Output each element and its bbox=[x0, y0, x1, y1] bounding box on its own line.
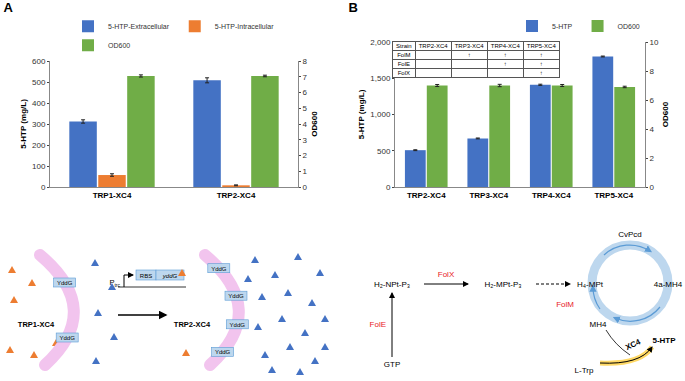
svg-text:YddG: YddG bbox=[211, 266, 227, 272]
svg-text:TRP2-XC4: TRP2-XC4 bbox=[174, 320, 211, 329]
svg-text:TRP1-XC4: TRP1-XC4 bbox=[93, 191, 132, 200]
svg-text:7: 7 bbox=[303, 73, 308, 82]
svg-text:A: A bbox=[3, 0, 13, 15]
svg-text:5: 5 bbox=[303, 104, 308, 113]
svg-text:H₂-MPt-P₃: H₂-MPt-P₃ bbox=[484, 280, 521, 289]
svg-text:H₄-MPt: H₄-MPt bbox=[577, 280, 604, 289]
svg-text:600: 600 bbox=[32, 57, 46, 66]
html-text:Strain: Strain bbox=[396, 43, 412, 49]
svg-text:0: 0 bbox=[386, 183, 391, 192]
svg-text:5-HTP (mg/L): 5-HTP (mg/L) bbox=[19, 99, 28, 149]
svg-text:200: 200 bbox=[32, 141, 46, 150]
svg-text:OD600: OD600 bbox=[108, 42, 130, 49]
svg-text:500: 500 bbox=[377, 147, 391, 156]
svg-text:YddG: YddG bbox=[228, 293, 244, 299]
svg-text:2,000: 2,000 bbox=[370, 38, 391, 47]
svg-text:FolM: FolM bbox=[556, 300, 574, 309]
svg-text:0: 0 bbox=[650, 183, 655, 192]
svg-text:2: 2 bbox=[303, 151, 308, 160]
svg-text:FolE: FolE bbox=[370, 320, 386, 329]
svg-text:RBS: RBS bbox=[140, 273, 152, 279]
svg-text:CvPcd: CvPcd bbox=[618, 230, 642, 239]
svg-text:6: 6 bbox=[303, 88, 308, 97]
svg-text:GTP: GTP bbox=[384, 360, 400, 369]
svg-text:TRP4-XC4: TRP4-XC4 bbox=[532, 191, 571, 200]
svg-text:YddG: YddG bbox=[215, 349, 231, 355]
svg-text:400: 400 bbox=[32, 99, 46, 108]
html-text:FolX: FolX bbox=[397, 70, 410, 76]
svg-text:1,000: 1,000 bbox=[370, 110, 391, 119]
svg-text:TRP2-XC4: TRP2-XC4 bbox=[217, 191, 256, 200]
svg-text:yddG: yddG bbox=[162, 273, 178, 279]
svg-text:10: 10 bbox=[650, 38, 659, 47]
svg-text:5-HTP: 5-HTP bbox=[552, 23, 573, 30]
svg-text:5-HTP: 5-HTP bbox=[652, 336, 676, 345]
svg-text:H₂-NPt-P₃: H₂-NPt-P₃ bbox=[374, 280, 410, 289]
svg-text:YddG: YddG bbox=[230, 322, 246, 328]
svg-text:OD600: OD600 bbox=[618, 23, 640, 30]
svg-text:OD600: OD600 bbox=[661, 101, 670, 127]
svg-text:MH4: MH4 bbox=[590, 320, 607, 329]
svg-text:L-Trp: L-Trp bbox=[575, 366, 594, 375]
html-text:TRP3-XC4: TRP3-XC4 bbox=[454, 43, 484, 49]
svg-text:5-HTP-Extracellular: 5-HTP-Extracellular bbox=[108, 23, 170, 30]
svg-text:8: 8 bbox=[303, 57, 308, 66]
svg-text:1,500: 1,500 bbox=[370, 74, 391, 83]
svg-text:TRP2-XC4: TRP2-XC4 bbox=[407, 191, 446, 200]
svg-text:B: B bbox=[348, 0, 357, 15]
svg-text:Ptrc: Ptrc bbox=[109, 278, 120, 288]
html-text:FolE: FolE bbox=[397, 61, 410, 67]
svg-text:TRP1-XC4: TRP1-XC4 bbox=[18, 320, 55, 329]
html-text:FolM: FolM bbox=[397, 52, 411, 58]
svg-text:FolX: FolX bbox=[438, 270, 455, 279]
svg-text:3: 3 bbox=[303, 136, 308, 145]
svg-text:5-HTP (mg/L): 5-HTP (mg/L) bbox=[357, 89, 366, 139]
svg-text:8: 8 bbox=[650, 67, 655, 76]
html-text:TRP4-XC4: TRP4-XC4 bbox=[490, 43, 520, 49]
svg-text:0: 0 bbox=[41, 183, 46, 192]
svg-text:0: 0 bbox=[303, 183, 308, 192]
svg-text:XC4: XC4 bbox=[624, 337, 642, 352]
svg-text:TRP5-XC4: TRP5-XC4 bbox=[594, 191, 633, 200]
svg-text:1: 1 bbox=[303, 167, 308, 176]
svg-text:TRP3-XC4: TRP3-XC4 bbox=[469, 191, 508, 200]
svg-text:300: 300 bbox=[32, 120, 46, 129]
svg-text:2: 2 bbox=[650, 154, 655, 163]
html-text:TRP5-XC4: TRP5-XC4 bbox=[526, 43, 556, 49]
svg-text:4: 4 bbox=[303, 120, 308, 129]
svg-text:YddG: YddG bbox=[60, 335, 76, 341]
svg-text:4: 4 bbox=[650, 125, 655, 134]
svg-text:YddG: YddG bbox=[57, 280, 73, 286]
svg-text:5-HTP-Intracellular: 5-HTP-Intracellular bbox=[215, 23, 274, 30]
svg-text:OD600: OD600 bbox=[310, 111, 319, 137]
svg-text:4a-MH4: 4a-MH4 bbox=[654, 280, 683, 289]
svg-text:6: 6 bbox=[650, 96, 655, 105]
svg-text:500: 500 bbox=[32, 78, 46, 87]
svg-text:100: 100 bbox=[32, 162, 46, 171]
html-text:TRP2-XC4: TRP2-XC4 bbox=[418, 43, 448, 49]
